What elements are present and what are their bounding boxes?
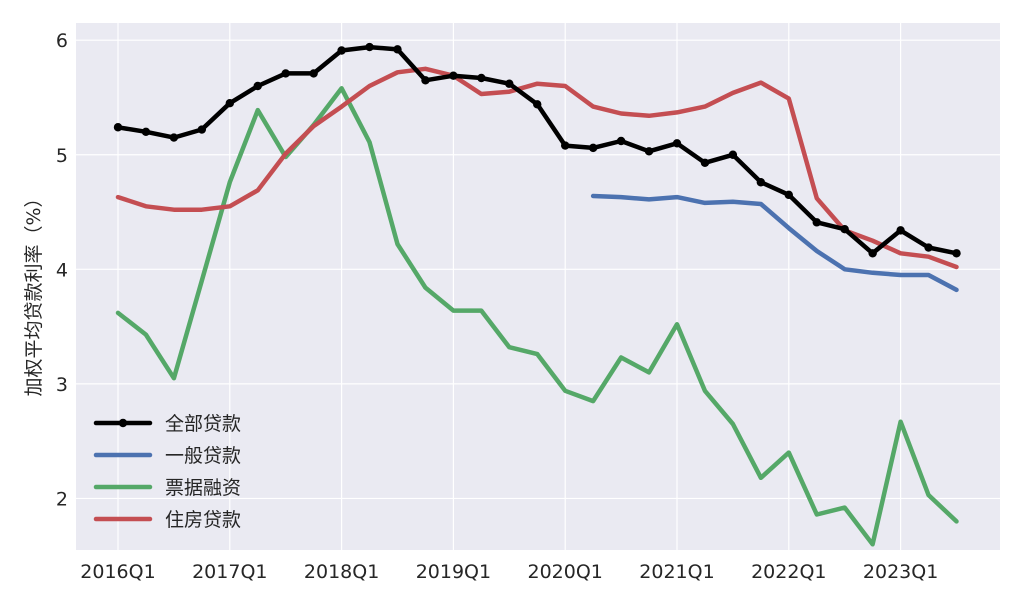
data-point (812, 218, 821, 227)
y-tick-label: 4 (56, 259, 68, 281)
series-layer (113, 42, 961, 547)
x-tick-label: 2019Q1 (416, 561, 491, 583)
legend-item: 住房贷款 (93, 509, 241, 531)
grid (76, 23, 1000, 550)
y-axis-title: 加权平均贷款利率（%） (23, 188, 45, 396)
legend-item: 一般贷款 (93, 445, 241, 467)
legend-label: 一般贷款 (165, 445, 241, 467)
x-tick-label: 2022Q1 (751, 561, 826, 583)
series-1 (590, 193, 959, 293)
data-point (868, 249, 877, 258)
x-tick-label: 2021Q1 (639, 561, 714, 583)
legend-item: 全部贷款 (93, 413, 241, 435)
legend-label: 住房贷款 (165, 509, 241, 531)
series-3 (115, 66, 959, 270)
data-point (197, 125, 207, 134)
data-point (616, 136, 626, 146)
legend-label: 票据融资 (165, 477, 241, 499)
series-2 (115, 86, 959, 547)
data-point (924, 243, 933, 252)
data-point (281, 69, 290, 78)
y-tick-label: 3 (56, 374, 68, 396)
data-point (728, 150, 738, 159)
x-tick-labels: 2016Q1 2017Q1 2018Q1 2019Q1 2020Q1 2021Q1 2022… (80, 561, 938, 583)
data-point (365, 42, 374, 52)
data-point (784, 190, 793, 200)
x-tick-label: 2020Q1 (527, 561, 602, 583)
data-point (840, 225, 849, 234)
data-point (672, 139, 682, 148)
legend-label: 全部贷款 (165, 413, 241, 435)
series-0 (113, 42, 961, 258)
x-tick-label: 2023Q1 (863, 561, 938, 583)
x-tick-label: 2016Q1 (80, 561, 155, 583)
series-line (590, 193, 959, 293)
x-tick-label: 2018Q1 (304, 561, 379, 583)
series-line (115, 66, 959, 270)
data-point (588, 143, 598, 153)
data-point (896, 226, 905, 235)
data-point (309, 69, 318, 78)
data-point (756, 178, 766, 187)
data-point (253, 81, 262, 91)
data-point (141, 127, 151, 137)
series-line (115, 86, 959, 547)
data-point (952, 249, 961, 258)
y-tick-label: 6 (56, 30, 68, 52)
data-point (449, 71, 458, 80)
data-point (393, 45, 402, 54)
data-point (337, 46, 346, 55)
data-point (505, 79, 514, 88)
data-point (700, 158, 710, 167)
data-point (421, 76, 430, 85)
x-tick-label: 2017Q1 (192, 561, 267, 583)
data-point (169, 133, 179, 142)
data-point (644, 147, 654, 156)
data-point (113, 123, 123, 132)
data-point (477, 73, 486, 83)
y-tick-label: 5 (56, 145, 68, 167)
data-point (225, 98, 234, 108)
legend-marker (118, 418, 128, 428)
y-tick-labels: 2 3 4 5 6 (56, 30, 68, 510)
data-point (561, 141, 570, 150)
y-tick-label: 2 (56, 488, 68, 510)
legend-item: 票据融资 (93, 477, 241, 499)
data-point (533, 100, 542, 109)
